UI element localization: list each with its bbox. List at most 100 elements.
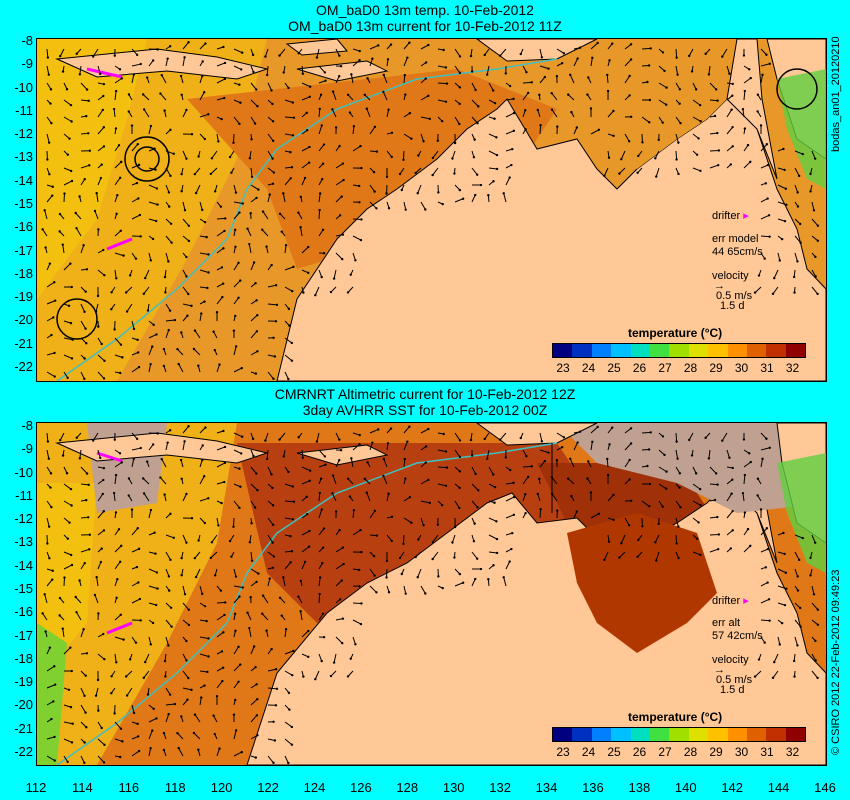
current-vector-head <box>784 187 788 190</box>
current-vector-head <box>474 193 477 197</box>
current-vector-head <box>95 575 98 579</box>
current-vector-head <box>99 456 102 460</box>
current-vector-head <box>627 140 631 143</box>
current-vector <box>199 653 209 657</box>
current-vector-head <box>375 534 379 537</box>
current-vector-head <box>382 474 385 478</box>
current-vector-head <box>793 675 796 678</box>
current-vector-head <box>222 429 225 433</box>
current-vector-head <box>50 505 53 509</box>
current-vector-head <box>132 711 136 715</box>
current-vector-head <box>248 157 252 160</box>
current-vector-head <box>524 109 527 112</box>
current-vector <box>760 63 770 67</box>
current-vector-head <box>264 439 267 442</box>
current-vector-head <box>110 692 113 695</box>
current-vector-head <box>200 312 203 315</box>
current-vector-head <box>334 126 338 129</box>
current-vector-head <box>180 172 183 176</box>
lat-tick-label: -21 <box>14 335 33 351</box>
top-colorbar-title: temperature (°C) <box>628 326 723 340</box>
current-vector <box>654 534 660 543</box>
current-vector <box>573 58 579 67</box>
current-vector-head <box>746 527 750 531</box>
lon-tick-label: 122 <box>257 780 279 795</box>
current-vector-head <box>141 93 145 96</box>
current-vector <box>567 94 575 101</box>
current-vector-head <box>53 299 57 302</box>
current-vector <box>165 150 174 155</box>
current-vector-head <box>87 99 90 103</box>
current-vector <box>454 582 464 587</box>
current-vector-head <box>112 107 116 111</box>
current-vector-head <box>307 655 310 659</box>
current-vector <box>267 133 274 142</box>
current-vector-head <box>536 492 539 496</box>
current-vector-head <box>141 477 145 480</box>
current-vector-head <box>156 587 159 590</box>
current-vector <box>80 516 89 519</box>
current-vector <box>569 74 575 84</box>
current-vector <box>210 551 218 559</box>
current-vector <box>318 108 321 118</box>
current-vector-head <box>649 431 652 434</box>
current-vector-head <box>661 51 665 54</box>
current-vector <box>658 65 665 72</box>
current-vector <box>505 496 515 502</box>
current-vector-head <box>223 480 226 484</box>
current-vector <box>641 500 650 507</box>
current-vector <box>131 63 141 67</box>
current-vector <box>301 246 309 254</box>
current-vector <box>46 195 53 203</box>
current-vector <box>80 320 86 329</box>
current-vector <box>402 150 405 160</box>
current-vector-head <box>135 53 139 57</box>
current-vector-head <box>116 193 119 197</box>
current-vector-head <box>207 637 210 640</box>
bottom-map-panel <box>36 422 827 766</box>
current-vector <box>777 252 781 261</box>
current-vector-head <box>428 501 431 505</box>
current-vector-head <box>159 476 162 479</box>
colorbar-swatch <box>727 728 747 741</box>
current-vector-head <box>99 176 103 180</box>
current-vector <box>216 247 224 254</box>
current-vector <box>216 62 226 67</box>
current-vector-head <box>372 554 376 558</box>
current-vector-head <box>756 494 759 497</box>
current-vector <box>794 150 803 155</box>
current-vector-head <box>766 163 770 167</box>
current-vector-head <box>289 535 292 538</box>
current-vector-head <box>607 540 611 543</box>
current-vector <box>641 431 651 434</box>
current-vector <box>284 670 293 676</box>
current-vector-head <box>458 102 461 106</box>
current-vector-head <box>234 729 238 732</box>
current-vector-head <box>261 594 265 597</box>
current-vector-head <box>612 134 615 138</box>
current-vector <box>211 534 218 543</box>
current-vector-head <box>273 739 277 742</box>
current-vector <box>742 493 745 502</box>
current-vector-head <box>766 547 770 551</box>
current-vector-head <box>458 439 462 442</box>
current-vector-head <box>778 643 781 646</box>
current-vector <box>318 125 323 135</box>
current-vector-head <box>70 741 74 744</box>
current-vector <box>75 212 82 220</box>
current-vector <box>624 133 630 142</box>
current-vector-head <box>445 82 449 85</box>
current-vector-head <box>83 177 86 181</box>
current-vector-head <box>612 109 615 113</box>
current-vector-head <box>142 492 146 495</box>
current-vector <box>131 750 140 757</box>
current-vector <box>63 99 72 106</box>
current-vector-head <box>526 475 530 479</box>
current-vector-head <box>172 152 175 155</box>
current-vector-head <box>203 521 206 525</box>
current-vector-head <box>124 291 128 294</box>
current-vector <box>131 214 141 220</box>
current-vector-head <box>713 498 717 502</box>
island-flores <box>296 444 389 466</box>
current-vector <box>161 458 167 468</box>
